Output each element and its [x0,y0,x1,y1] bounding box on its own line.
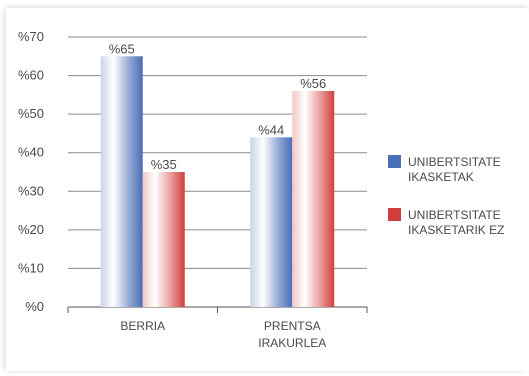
y-axis-ticks: %0 %10 %20 %30 %40 %50 %60 %70 [18,29,44,314]
y-tick-label: %40 [18,145,44,160]
y-tick-label: %10 [18,260,44,275]
bar [250,137,293,307]
legend-swatch [388,208,401,221]
bar [142,172,185,307]
value-label: %65 [109,41,135,56]
y-tick-label: %70 [18,29,44,44]
value-label: %44 [258,122,284,137]
legend-label: IKASKETARIK EZ [408,223,504,237]
value-label: %35 [151,157,177,172]
y-tick-label: %60 [18,68,44,83]
bars [100,56,335,308]
y-tick-label: %0 [25,299,44,314]
value-label: %56 [300,76,326,91]
legend-label: UNIBERTSITATE [408,155,501,169]
chart-panel: %0 %10 %20 %30 %40 %50 %60 %70 %65 %35 %44 %56 BER… [6,8,529,371]
y-tick-label: %30 [18,183,44,198]
x-tick-label: IRAKURLEA [258,336,326,350]
y-tick-label: %20 [18,222,44,237]
legend-swatch [388,155,401,168]
legend: UNIBERTSITATEIKASKETAKUNIBERTSITATEIKASK… [388,155,504,237]
legend-label: IKASKETAK [408,170,474,184]
y-tick-label: %50 [18,106,44,121]
x-tick-label: PRENTSA [264,319,321,333]
x-tick-label: BERRIA [120,319,165,333]
bar [100,56,143,308]
bar [292,91,335,307]
bar-chart: %0 %10 %20 %30 %40 %50 %60 %70 %65 %35 %44 %56 BER… [18,29,505,350]
x-axis-ticks: BERRIA PRENTSA IRAKURLEA [120,319,326,350]
legend-label: UNIBERTSITATE [408,208,501,222]
value-labels: %65 %35 %44 %56 [109,41,327,172]
